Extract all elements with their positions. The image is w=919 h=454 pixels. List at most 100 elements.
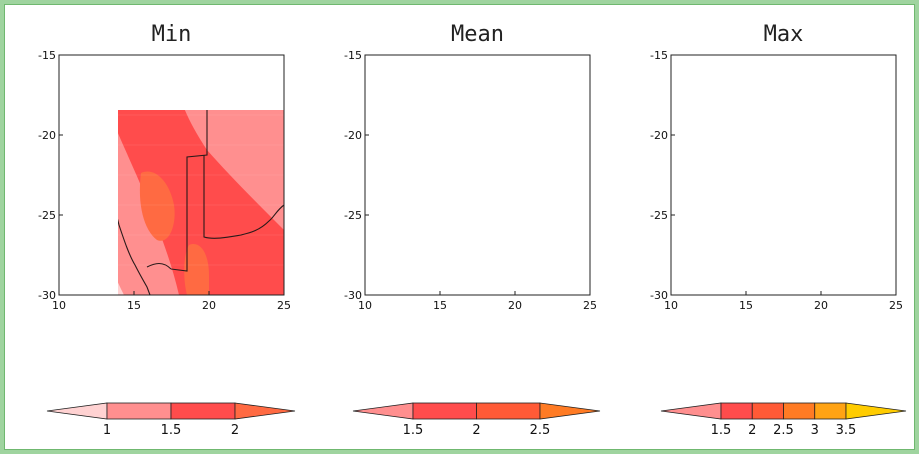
y-tick-label: -30	[38, 289, 56, 302]
colorbar-label: 3	[811, 423, 819, 438]
country-border	[701, 70, 787, 77]
colorbar-high-triangle	[845, 402, 907, 420]
country-border	[853, 55, 873, 81]
country-border	[107, 173, 112, 178]
colorbar-label: 3.5	[836, 423, 857, 438]
y-tick-label: -15	[344, 49, 362, 62]
panel-title: Min	[152, 22, 192, 47]
contour-field	[365, 55, 590, 295]
colorbar-segment	[476, 402, 541, 420]
y-tick-label: -15	[38, 49, 56, 62]
country-border	[453, 264, 477, 270]
x-tick-label: 15	[433, 299, 447, 312]
contour-region	[365, 55, 455, 295]
country-border	[789, 55, 896, 93]
contour-region	[671, 204, 689, 265]
contour-region	[413, 55, 590, 295]
x-tick-label: 25	[583, 299, 597, 312]
colorbar-segment	[170, 402, 236, 420]
colorbar-segment	[783, 402, 816, 420]
country-border	[719, 173, 724, 178]
colorbar-label: 2	[748, 423, 756, 438]
country-border	[759, 264, 783, 270]
contour-region	[139, 171, 175, 241]
x-tick-label: 20	[508, 299, 522, 312]
colorbar-label: 1.5	[161, 423, 182, 438]
panel-title: Mean	[451, 22, 504, 47]
colorbar-high-triangle	[234, 402, 296, 420]
colorbar-high-triangle	[539, 402, 601, 420]
colorbar-segment	[751, 402, 784, 420]
country-border	[241, 55, 261, 81]
y-tick-label: -20	[38, 129, 56, 142]
colorbar-label: 2.5	[773, 423, 794, 438]
colorbar: 1 1.5 2	[46, 402, 296, 438]
colorbar: 1.5 2 2.5 3 3.5	[660, 402, 907, 438]
country-border	[511, 95, 590, 103]
colorbar-segment	[106, 402, 172, 420]
x-tick-label: 25	[277, 299, 291, 312]
colorbar-low-triangle	[352, 402, 414, 420]
country-border	[816, 155, 896, 238]
contour-region	[118, 110, 284, 295]
x-tick-label: 15	[739, 299, 753, 312]
coastline	[118, 218, 151, 296]
y-tick-label: -30	[344, 289, 362, 302]
country-border	[783, 95, 819, 271]
colorbar-label: 2	[231, 423, 239, 438]
country-border	[170, 110, 208, 272]
contour-region	[831, 155, 896, 264]
y-tick-label: -20	[650, 129, 668, 142]
y-tick-label: -30	[650, 289, 668, 302]
contour-region	[871, 55, 896, 95]
colorbar-segment	[720, 402, 753, 420]
x-tick-label: 25	[889, 299, 903, 312]
country-border	[547, 55, 567, 81]
y-tick-label: -15	[650, 49, 668, 62]
contour-region	[184, 244, 209, 295]
colorbar-label: 1.5	[403, 423, 424, 438]
plot-frame	[670, 54, 897, 296]
x-tick-label: 15	[127, 299, 141, 312]
contour-region	[365, 55, 590, 295]
x-tick-label: 10	[52, 299, 66, 312]
country-border	[510, 155, 590, 238]
panel-title: Max	[764, 22, 804, 47]
x-tick-label: 10	[358, 299, 372, 312]
contour-field	[89, 55, 285, 296]
contour-region	[781, 147, 822, 183]
contour-region	[118, 282, 124, 295]
y-tick-label: -20	[344, 129, 362, 142]
y-tick-label: -25	[344, 209, 362, 222]
contour-field	[671, 55, 896, 295]
country-border	[477, 95, 513, 271]
contour-region	[365, 85, 423, 295]
coastline	[369, 55, 456, 295]
country-border	[177, 55, 284, 93]
country-border	[203, 155, 285, 239]
map-panel-3: Max 10 15 20 25 -15 -20 -25 -30 1.5 2 2.5 3 3.5	[650, 22, 907, 438]
country-border	[395, 70, 481, 77]
country-border	[146, 262, 172, 270]
y-tick-label: -25	[650, 209, 668, 222]
coastline	[675, 55, 762, 295]
y-tick-label: -25	[38, 209, 56, 222]
colorbar-label: 1	[103, 423, 111, 438]
colorbar-label: 1.5	[711, 423, 732, 438]
map-panel-2: Mean 10 15 20 25 -15 -20 -25 -30 1.5 2 2.5	[344, 22, 601, 438]
x-tick-label: 20	[202, 299, 216, 312]
contour-region	[671, 55, 896, 295]
x-tick-label: 10	[664, 299, 678, 312]
country-border	[817, 95, 896, 103]
colorbar-label: 2.5	[530, 423, 551, 438]
country-border	[413, 173, 418, 178]
contour-region	[701, 55, 896, 295]
country-border	[89, 70, 175, 77]
colorbar-low-triangle	[660, 402, 722, 420]
country-border	[483, 55, 590, 93]
contour-region	[671, 55, 771, 295]
colorbar-segment	[814, 402, 847, 420]
plot-frame	[58, 54, 285, 296]
